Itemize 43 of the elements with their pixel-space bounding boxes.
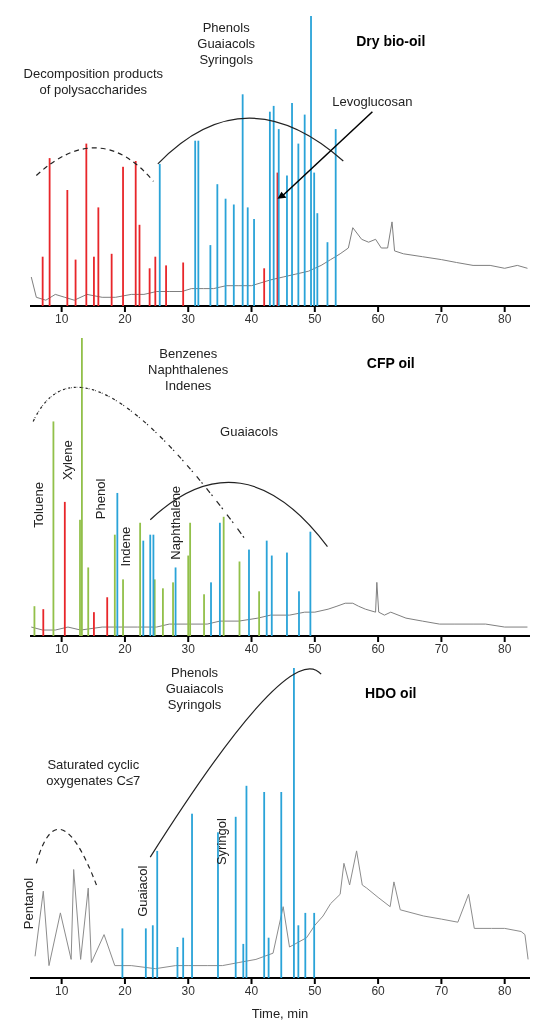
x-tick-label: 30 <box>181 311 196 326</box>
x-tick-label: 30 <box>181 641 196 656</box>
text: HDO oil <box>365 685 417 701</box>
annotation: Decomposition products of polysaccharides <box>23 65 164 97</box>
x-tick-label: 40 <box>244 983 259 998</box>
annotation: Guaiacols <box>220 424 279 440</box>
x-tick-label: 20 <box>118 641 132 656</box>
x-tick-label: 40 <box>244 311 259 326</box>
x-tick-label: 50 <box>308 311 322 326</box>
x-tick-label: 50 <box>308 641 322 656</box>
annotation: Toluene <box>31 482 47 528</box>
x-tick-label: 50 <box>308 983 322 998</box>
x-axis-title: Time, min <box>251 1006 309 1021</box>
annotation: Guaiacol <box>135 865 151 917</box>
annotation: Phenols Guaiacols Syringols <box>197 19 256 67</box>
x-tick-label: 60 <box>371 641 386 656</box>
annotation: Phenol <box>92 478 108 520</box>
x-tick-label: 10 <box>54 983 69 998</box>
annotation: Syringol <box>213 818 229 866</box>
x-tick-label: 10 <box>54 641 69 656</box>
text: Dry bio-oil <box>356 33 426 49</box>
x-tick-label: 10 <box>54 311 69 326</box>
annotation: Benzenes Naphthalenes Indenes <box>148 345 229 393</box>
x-tick-label: 40 <box>244 641 259 656</box>
annotation: Phenols Guaiacols Syringols <box>165 664 224 712</box>
x-tick-label: 60 <box>371 983 386 998</box>
annotation: Indene <box>118 526 134 567</box>
annotation: Pentanol <box>21 877 37 930</box>
x-tick-label: 70 <box>434 641 449 656</box>
annotation: Levoglucosan <box>332 93 413 109</box>
x-tick-label: 80 <box>498 311 512 326</box>
text: CFP oil <box>366 355 415 371</box>
x-tick-label: 20 <box>118 983 132 998</box>
x-tick-label: 30 <box>181 983 196 998</box>
x-tick-label: 70 <box>434 983 449 998</box>
x-tick-label: 20 <box>118 311 132 326</box>
x-tick-label: 70 <box>434 311 449 326</box>
x-tick-label: 80 <box>498 983 512 998</box>
annotation: Saturated cyclic oxygenates C≤7 <box>46 756 141 788</box>
x-tick-label: 80 <box>498 641 512 656</box>
annotation: Naphthalene <box>168 485 184 560</box>
annotation: Xylene <box>59 440 75 481</box>
x-tick-label: 60 <box>371 311 386 326</box>
